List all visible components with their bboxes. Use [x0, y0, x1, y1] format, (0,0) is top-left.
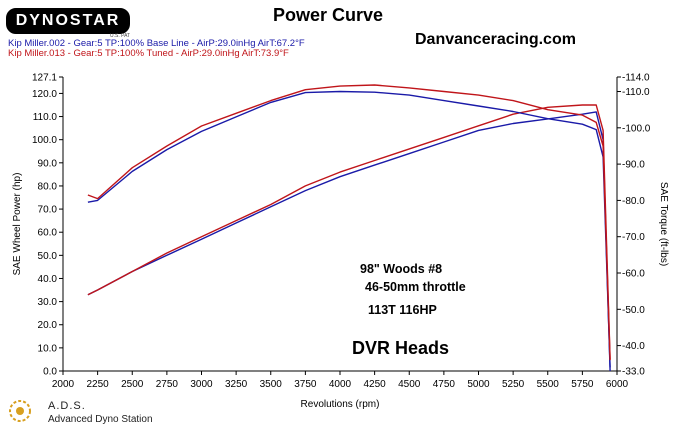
- ads-title: A.D.S.: [48, 400, 86, 412]
- x-tick-label: 5500: [537, 379, 560, 390]
- x-tick-label: 4000: [329, 379, 352, 390]
- annotation-engine: 98" Woods #8: [360, 262, 443, 276]
- series-line-power-tuned: [87, 104, 611, 360]
- y2-tick-label: -40.0: [622, 341, 645, 352]
- x-tick-label: 6000: [606, 379, 629, 390]
- site-label: Danvanceracing.com: [415, 31, 576, 48]
- y2-tick-label: -33.0: [622, 367, 645, 378]
- x-tick-label: 4750: [433, 379, 456, 390]
- dynostar-logo: DYNOSTAR: [6, 8, 130, 34]
- y2-tick-label: -60.0: [622, 269, 645, 280]
- y-tick-label: 50.0: [38, 251, 58, 262]
- y2-tick-label: -110.0: [622, 87, 650, 98]
- x-tick-label: 2250: [87, 379, 110, 390]
- x-tick-label: 2000: [52, 379, 75, 390]
- y2-axis-label: SAE Torque (ft-lbs): [658, 182, 669, 266]
- y-tick-label: 70.0: [38, 205, 58, 216]
- y-tick-label: 80.0: [38, 181, 58, 192]
- y2-tick-label: -80.0: [622, 196, 645, 207]
- x-tick-label: 4500: [398, 379, 421, 390]
- y2-tick-label: -90.0: [622, 160, 645, 171]
- y-tick-label: 110.0: [33, 112, 58, 123]
- x-tick-label: 2750: [156, 379, 179, 390]
- series-line-torque-baseline: [87, 90, 611, 368]
- x-tick-label: 2500: [121, 379, 144, 390]
- run-legend-tuned: Kip Miller.013 - Gear:5 TP:100% Tuned - …: [8, 48, 289, 59]
- axes-layer: 2000 2250 2500 2750 3000 3250 3500 3750 4000 4250…: [32, 73, 651, 391]
- y-tick-label: 30.0: [38, 297, 58, 308]
- y2-tick-label: -50.0: [622, 305, 645, 316]
- y2-tick-label: -100.0: [622, 123, 651, 134]
- y2-tick-label: -114.0: [622, 73, 650, 84]
- x-tick-label: 3000: [190, 379, 213, 390]
- y-tick-label: 90.0: [38, 158, 58, 169]
- logo-text: DYNOSTAR: [15, 12, 121, 29]
- x-tick-label: 3500: [260, 379, 283, 390]
- x-tick-label: 3750: [294, 379, 317, 390]
- y-tick-label: 20.0: [38, 320, 58, 331]
- y-tick-label: 40.0: [38, 274, 58, 285]
- x-tick-label: 3250: [225, 379, 248, 390]
- x-tick-label: 5000: [467, 379, 490, 390]
- chart-title: Power Curve: [272, 5, 384, 25]
- ads-logo-icon: [9, 400, 31, 422]
- series-line-torque-tuned: [87, 84, 611, 361]
- annotation-output: 113T 116HP: [368, 303, 437, 317]
- annotation-heads: DVR Heads: [352, 338, 450, 358]
- y-tick-label: 10.0: [38, 343, 58, 354]
- series-layer: [87, 84, 611, 372]
- annotation-throttle: 46-50mm throttle: [365, 280, 466, 294]
- y-tick-label: 100.0: [32, 135, 57, 146]
- y2-tick-label: -70.0: [622, 232, 645, 243]
- y-tick-label: 127.1: [32, 73, 57, 84]
- run-legend-baseline: Kip Miller.002 - Gear:5 TP:100% Base Lin…: [8, 38, 305, 49]
- series-line-power-baseline: [87, 111, 611, 372]
- y-axis-label: SAE Wheel Power (hp): [12, 173, 23, 276]
- y-tick-label: 60.0: [38, 228, 58, 239]
- x-axis-label: Revolutions (rpm): [301, 399, 380, 410]
- y-tick-label: 0.0: [43, 367, 57, 378]
- x-tick-label: 4250: [364, 379, 387, 390]
- logo-subtext: U.S. PAT: [110, 33, 131, 39]
- y-tick-label: 120.0: [32, 89, 57, 100]
- x-tick-label: 5250: [502, 379, 525, 390]
- ads-subtitle: Advanced Dyno Station: [48, 414, 153, 425]
- x-tick-label: 5750: [571, 379, 594, 390]
